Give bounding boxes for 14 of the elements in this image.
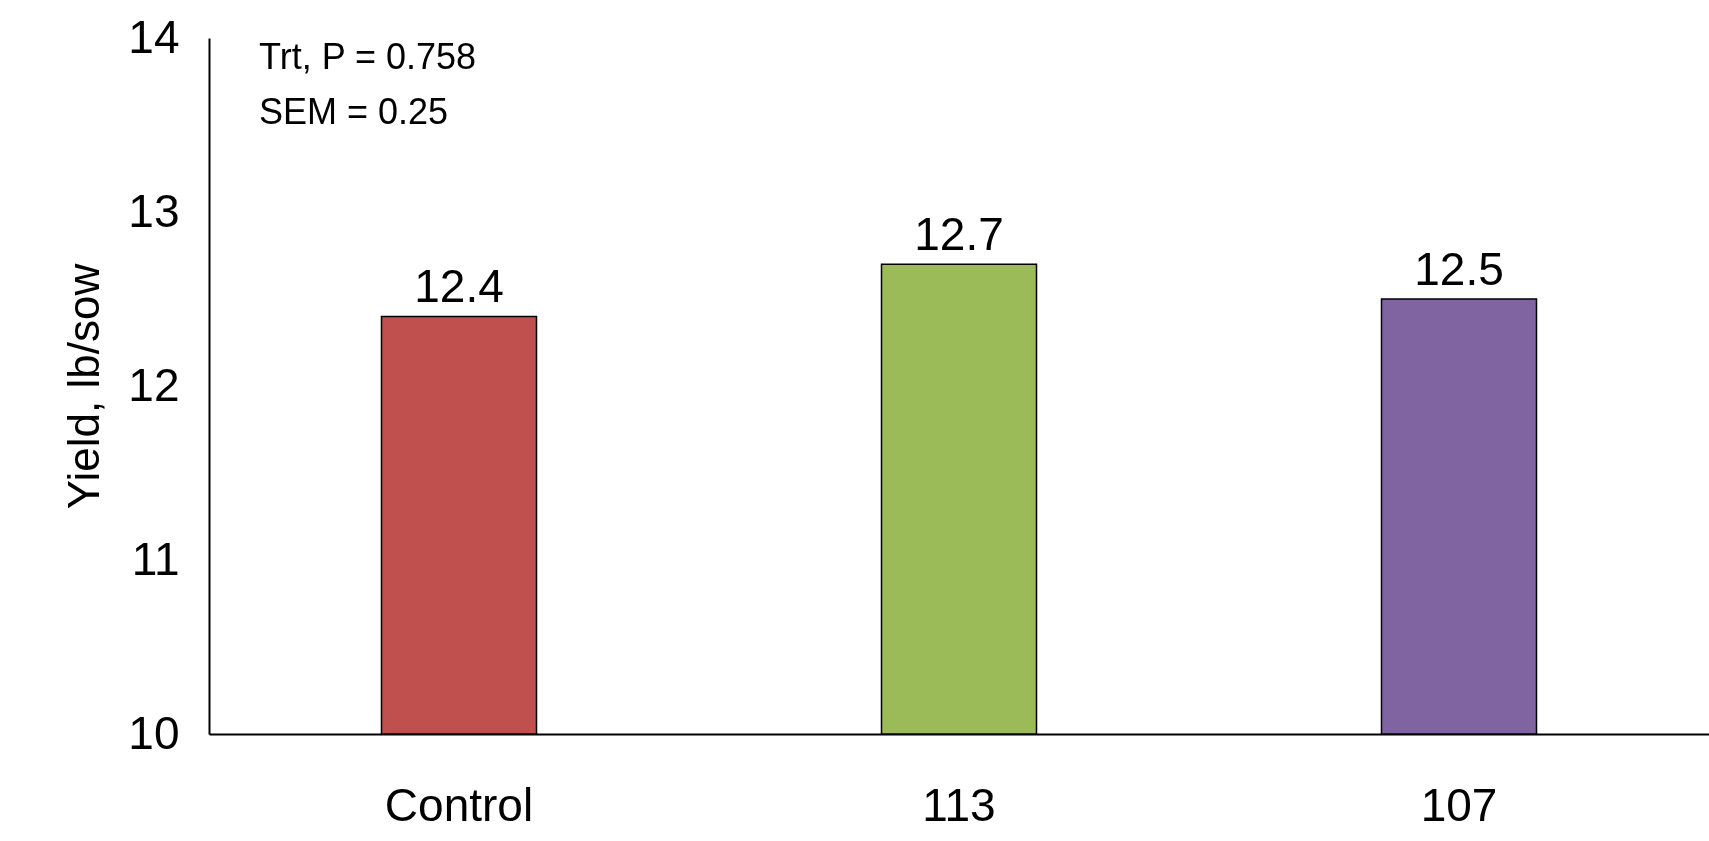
y-axis-title: Yield, lb/sow: [59, 263, 109, 510]
x-tick-label: Control: [384, 778, 534, 831]
y-tick-label: 14: [128, 10, 180, 63]
y-tick-label: 13: [128, 184, 180, 237]
y-tick-label: 11: [131, 532, 180, 585]
data-label: 12.4: [414, 260, 504, 313]
data-label: 12.5: [1414, 243, 1504, 295]
x-tick-label: 107: [1420, 778, 1498, 831]
data-label: 12.7: [914, 208, 1004, 261]
annotation: SEM = 0.25: [259, 91, 449, 132]
annotation: Trt, P = 0.758: [259, 36, 477, 77]
x-tick-label: 113: [922, 778, 996, 831]
y-tick-label: 10: [128, 706, 180, 759]
y-tick-label: 12: [128, 358, 180, 411]
